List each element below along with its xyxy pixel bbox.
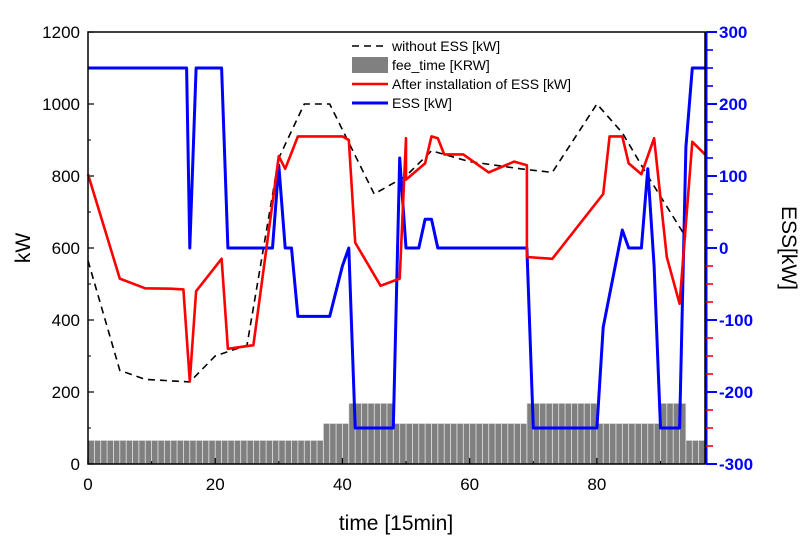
- y2-tick-label: 300: [719, 23, 747, 42]
- legend-label: ESS [kW]: [392, 95, 452, 111]
- series-lines: [86, 66, 706, 430]
- legend-label: without ESS [kW]: [391, 38, 500, 54]
- y2-tick-label: 200: [719, 95, 747, 114]
- left-axis: 0 200 400 600 800 1000 1200: [42, 23, 94, 474]
- x-tick-label: 80: [587, 475, 606, 494]
- y2-axis-title: ESS[kW]: [777, 206, 800, 290]
- y2-tick-label: -200: [719, 383, 753, 402]
- y-tick-label: 1200: [42, 23, 80, 42]
- x-tick-label: 0: [83, 475, 92, 494]
- legend-label: After installation of ESS [kW]: [392, 76, 571, 92]
- fee-bars-group: [87, 403, 706, 464]
- fee-bar-segment: [685, 440, 705, 464]
- fee-bar-segment: [526, 403, 597, 464]
- x-tick-label: 60: [460, 475, 479, 494]
- y-tick-label: 600: [52, 239, 80, 258]
- series-after-ess: [86, 135, 706, 383]
- legend-swatch-fee: [352, 57, 388, 73]
- bottom-axis: 0 20 40 60 80: [83, 458, 661, 494]
- y-axis-title: kW: [12, 233, 35, 264]
- fee-bar-segment: [348, 403, 394, 464]
- x-axis-title: time [15min]: [339, 512, 453, 535]
- series-without-ess: [87, 102, 687, 383]
- y2-tick-label: 0: [719, 239, 728, 258]
- y-tick-label: 400: [52, 311, 80, 330]
- y2-tick-label: 100: [719, 167, 747, 186]
- y2-tick-label: -100: [719, 311, 753, 330]
- y2-tick-label: -300: [719, 455, 753, 474]
- series-ess: [88, 66, 705, 430]
- y-tick-label: 200: [52, 383, 80, 402]
- x-tick-label: 40: [333, 475, 352, 494]
- y-tick-label: 0: [71, 455, 80, 474]
- fee-bar-segment: [88, 440, 324, 464]
- y-tick-label: 1000: [42, 95, 80, 114]
- right-axis: -300 -200 -100 0 100 200 300: [704, 23, 753, 474]
- legend: without ESS [kW] fee_time [KRW] After inst…: [352, 38, 571, 111]
- x-tick-label: 20: [206, 475, 225, 494]
- legend-label: fee_time [KRW]: [392, 57, 490, 73]
- fee-bar-segment: [393, 423, 527, 464]
- plot-frame: [87, 31, 706, 465]
- y-tick-label: 800: [52, 167, 80, 186]
